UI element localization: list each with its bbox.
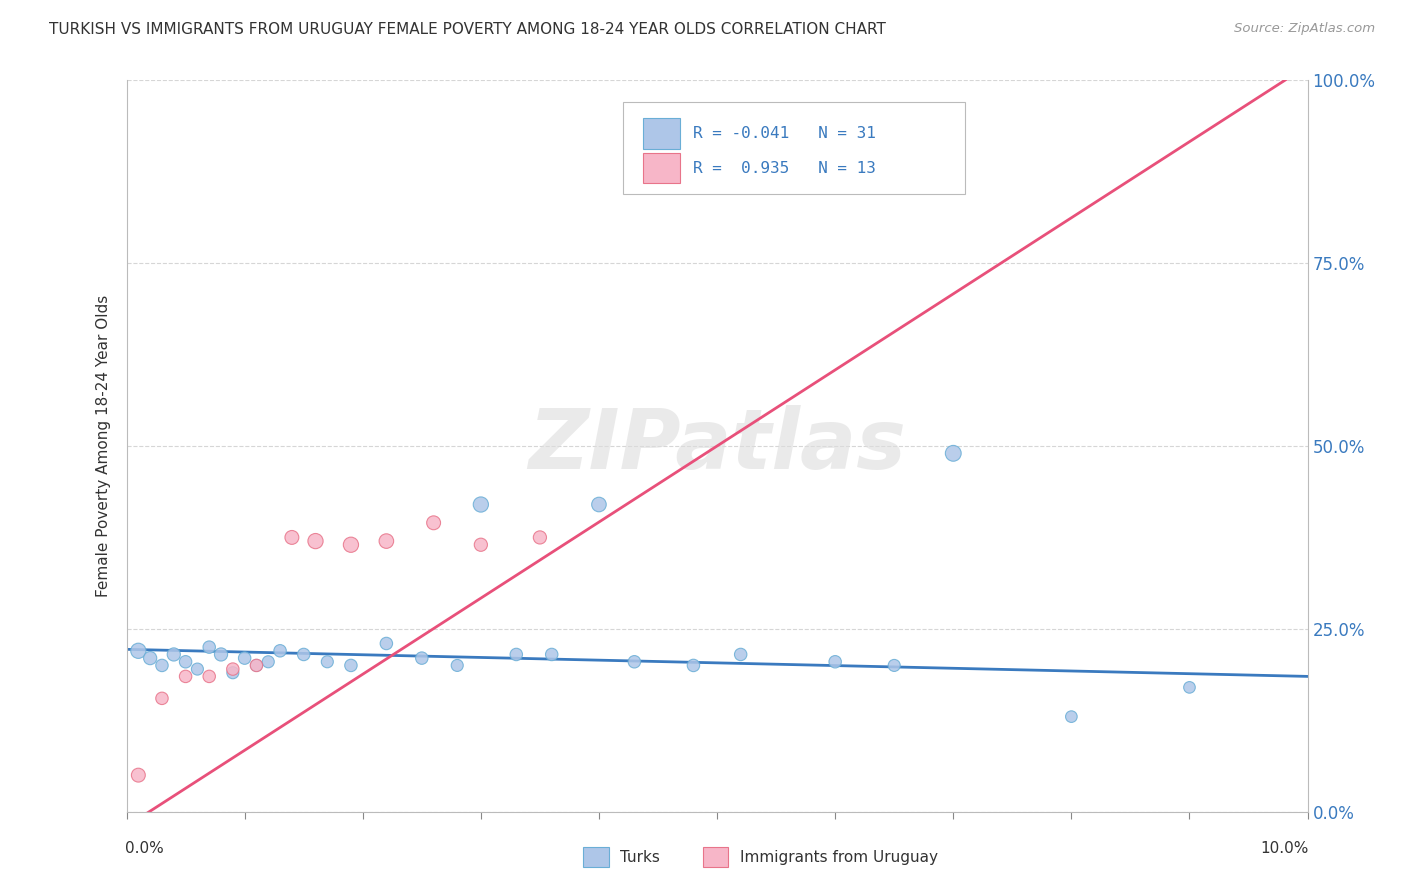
Point: [588, 498, 610, 512]
Point: [1178, 681, 1201, 695]
Point: [163, 648, 186, 662]
Text: 0.0%: 0.0%: [125, 841, 165, 856]
Point: [375, 636, 398, 650]
Bar: [643, 119, 681, 149]
Point: [730, 648, 752, 662]
Point: [222, 662, 245, 676]
Point: [446, 658, 468, 673]
Point: [269, 644, 291, 658]
Text: ZIPatlas: ZIPatlas: [529, 406, 905, 486]
Point: [1060, 709, 1083, 723]
Point: [340, 538, 363, 552]
Point: [505, 648, 527, 662]
FancyBboxPatch shape: [623, 103, 965, 194]
Point: [540, 648, 562, 662]
Point: [470, 538, 492, 552]
Point: [174, 655, 197, 669]
Point: [375, 534, 398, 549]
Point: [411, 651, 433, 665]
Y-axis label: Female Poverty Among 18-24 Year Olds: Female Poverty Among 18-24 Year Olds: [96, 295, 111, 597]
Point: [233, 651, 256, 665]
Point: [139, 651, 162, 665]
Point: [316, 655, 339, 669]
Point: [623, 655, 645, 669]
Point: [127, 644, 149, 658]
Text: 10.0%: 10.0%: [1260, 841, 1309, 856]
Point: [150, 658, 173, 673]
Text: Turks: Turks: [620, 850, 659, 864]
Point: [186, 662, 208, 676]
Text: R =  0.935   N = 13: R = 0.935 N = 13: [693, 161, 876, 176]
Point: [824, 655, 846, 669]
Point: [422, 516, 444, 530]
Point: [883, 658, 905, 673]
Point: [150, 691, 173, 706]
Point: [245, 658, 267, 673]
Point: [682, 658, 704, 673]
Point: [209, 648, 232, 662]
Point: [174, 669, 197, 683]
Text: Immigrants from Uruguay: Immigrants from Uruguay: [740, 850, 938, 864]
Point: [127, 768, 149, 782]
Point: [470, 498, 492, 512]
Bar: [643, 153, 681, 184]
Point: [304, 534, 326, 549]
Text: TURKISH VS IMMIGRANTS FROM URUGUAY FEMALE POVERTY AMONG 18-24 YEAR OLDS CORRELAT: TURKISH VS IMMIGRANTS FROM URUGUAY FEMAL…: [49, 22, 886, 37]
Text: Source: ZipAtlas.com: Source: ZipAtlas.com: [1234, 22, 1375, 36]
Point: [340, 658, 363, 673]
Point: [529, 530, 551, 544]
Point: [292, 648, 315, 662]
Point: [245, 658, 267, 673]
Point: [257, 655, 280, 669]
Point: [942, 446, 965, 460]
Point: [222, 665, 245, 680]
Point: [281, 530, 304, 544]
Point: [198, 640, 221, 655]
Point: [198, 669, 221, 683]
Text: R = -0.041   N = 31: R = -0.041 N = 31: [693, 126, 876, 141]
